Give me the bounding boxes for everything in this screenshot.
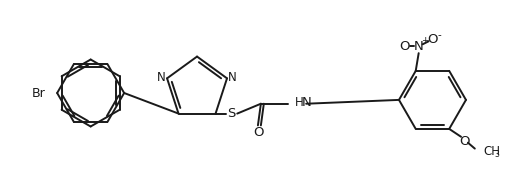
Text: O: O [427,33,438,46]
Text: O: O [460,135,470,148]
Text: N: N [228,71,237,84]
Text: N: N [301,96,311,109]
Text: CH: CH [484,145,501,158]
Text: N: N [157,71,166,84]
Text: Br: Br [31,86,45,100]
Text: H: H [295,96,304,109]
Text: -: - [438,31,441,40]
Text: O: O [400,40,410,53]
Text: N: N [414,40,424,53]
Text: O: O [254,126,264,139]
Text: 3: 3 [494,150,499,159]
Text: +: + [421,36,429,45]
Text: S: S [227,107,236,120]
